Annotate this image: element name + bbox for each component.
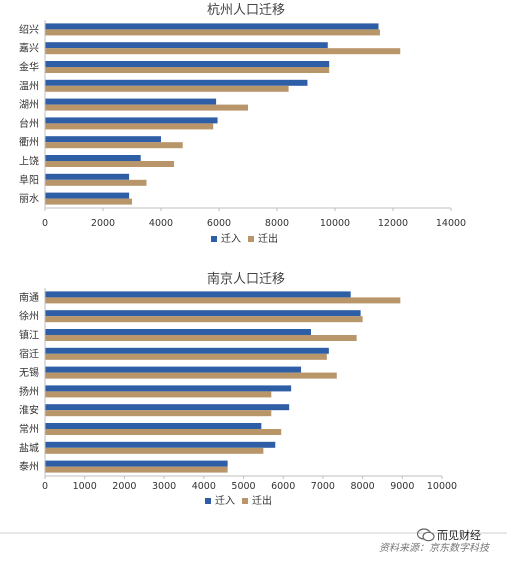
- category-label: 宿迁: [19, 347, 39, 360]
- bar-outflow: [45, 429, 282, 435]
- legend-label-inflow: 迁入: [221, 233, 241, 245]
- x-tick-label: 5000: [231, 481, 255, 492]
- bar-outflow: [45, 85, 289, 92]
- category-label: 阜阳: [19, 173, 39, 186]
- chat-bubble-icon: [417, 528, 435, 542]
- x-tick-label: 0: [42, 481, 48, 492]
- bar-inflow: [45, 79, 308, 86]
- x-tick-label: 10000: [320, 218, 350, 229]
- source-note: 资料来源：京东数字科技: [379, 543, 489, 554]
- bar-inflow: [45, 404, 290, 411]
- category-label: 绍兴: [19, 23, 39, 36]
- bar-outflow: [45, 447, 264, 454]
- bar-outflow: [45, 198, 132, 205]
- bar-outflow: [45, 466, 228, 473]
- legend-label-outflow: 迁出: [252, 494, 272, 507]
- x-tick-label: 9000: [390, 481, 414, 492]
- x-tick-label: 4000: [149, 218, 173, 229]
- legend-swatch-outflow: [242, 498, 248, 504]
- legend-label-outflow: 迁出: [258, 232, 278, 245]
- x-tick-label: 14000: [436, 218, 466, 229]
- bar-inflow: [45, 291, 351, 298]
- bar-inflow: [45, 366, 302, 373]
- bar-outflow: [45, 410, 272, 417]
- bar-outflow: [45, 179, 147, 186]
- chart-title: 南京人口迁移: [207, 271, 285, 287]
- watermark-brand: 而见财经: [437, 529, 481, 542]
- bar-inflow: [45, 136, 161, 143]
- category-label: 丽水: [19, 193, 39, 205]
- x-tick-label: 6000: [207, 218, 231, 229]
- bar-inflow: [45, 61, 330, 67]
- bar-inflow: [45, 329, 311, 335]
- bar-outflow: [45, 48, 401, 55]
- category-label: 扬州: [19, 385, 39, 398]
- chart-title: 杭州人口迁移: [207, 3, 285, 18]
- category-label: 嘉兴: [19, 42, 39, 55]
- bar-outflow: [45, 297, 401, 304]
- x-tick-label: 6000: [271, 481, 295, 492]
- category-label: 台州: [19, 117, 39, 130]
- legend-swatch-inflow: [205, 498, 211, 504]
- bar-outflow: [45, 316, 363, 323]
- category-label: 泰州: [19, 460, 39, 473]
- x-tick-label: 2000: [91, 218, 115, 229]
- bar-inflow: [45, 423, 262, 429]
- x-tick-label: 12000: [378, 218, 408, 229]
- bar-outflow: [45, 123, 214, 130]
- bar-inflow: [45, 23, 379, 30]
- category-label: 淮安: [19, 404, 39, 417]
- bar-outflow: [45, 391, 272, 398]
- bar-outflow: [45, 104, 248, 111]
- category-label: 常州: [19, 423, 39, 436]
- category-label: 上饶: [19, 155, 39, 168]
- x-tick-label: 3000: [152, 481, 176, 492]
- bar-inflow: [45, 310, 361, 317]
- category-label: 南通: [19, 291, 39, 304]
- x-tick-label: 2000: [112, 481, 136, 492]
- x-tick-label: 4000: [192, 481, 216, 492]
- category-label: 温州: [19, 80, 39, 92]
- bar-outflow: [45, 161, 175, 167]
- bar-outflow: [45, 142, 183, 149]
- category-label: 金华: [19, 61, 39, 74]
- legend-swatch-outflow: [248, 236, 254, 242]
- bar-inflow: [45, 117, 218, 124]
- x-tick-label: 10000: [427, 481, 457, 492]
- category-label: 镇江: [19, 329, 39, 342]
- x-tick-label: 1000: [73, 481, 97, 492]
- bar-outflow: [45, 29, 380, 36]
- legend-swatch-inflow: [211, 236, 217, 242]
- bar-inflow: [45, 98, 217, 105]
- bar-inflow: [45, 347, 329, 354]
- bar-outflow: [45, 335, 357, 341]
- legend-label-inflow: 迁入: [215, 495, 235, 507]
- bar-inflow: [45, 173, 130, 180]
- category-label: 盐城: [19, 441, 39, 454]
- category-label: 徐州: [19, 310, 39, 323]
- x-tick-label: 8000: [351, 481, 375, 492]
- x-tick-label: 8000: [265, 218, 289, 229]
- bar-inflow: [45, 155, 141, 161]
- bar-inflow: [45, 192, 130, 199]
- bar-inflow: [45, 460, 228, 467]
- bar-outflow: [45, 372, 337, 379]
- x-tick-label: 7000: [311, 481, 335, 492]
- bar-inflow: [45, 385, 292, 392]
- bar-inflow: [45, 42, 328, 49]
- category-label: 衢州: [19, 137, 39, 149]
- bar-outflow: [45, 67, 330, 73]
- bar-outflow: [45, 353, 327, 360]
- x-tick-label: 0: [42, 218, 48, 229]
- category-label: 湖州: [19, 99, 39, 111]
- bar-inflow: [45, 441, 276, 448]
- category-label: 无锡: [19, 366, 39, 379]
